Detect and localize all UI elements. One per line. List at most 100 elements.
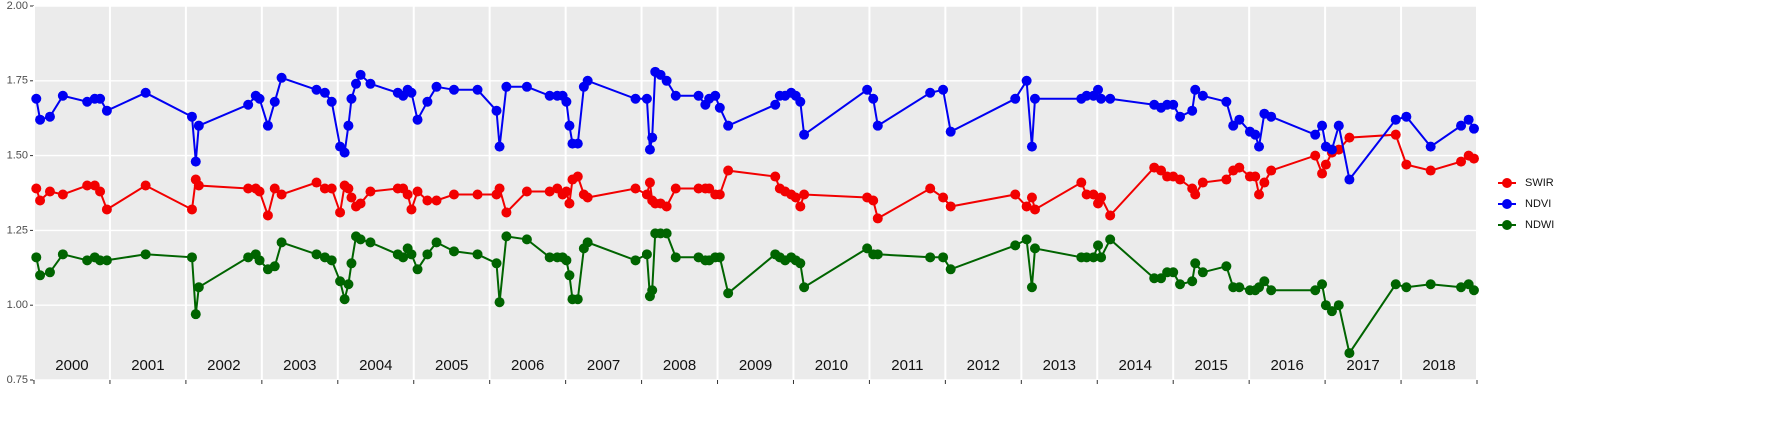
point — [95, 93, 106, 104]
point — [1456, 120, 1467, 131]
point — [1456, 156, 1467, 167]
point — [582, 192, 593, 203]
point — [644, 177, 655, 188]
point — [872, 249, 883, 260]
point — [190, 156, 201, 167]
point — [269, 183, 280, 194]
point — [1187, 105, 1198, 116]
point — [82, 96, 93, 107]
point — [795, 201, 806, 212]
point — [925, 183, 936, 194]
point — [572, 171, 583, 182]
point — [1234, 162, 1245, 173]
point — [193, 120, 204, 131]
point — [406, 249, 417, 260]
point — [938, 252, 949, 263]
point — [1344, 174, 1355, 185]
point — [630, 183, 641, 194]
point — [101, 204, 112, 215]
point — [1197, 177, 1208, 188]
point — [406, 87, 417, 98]
point — [1401, 111, 1412, 122]
point — [799, 189, 810, 200]
point — [57, 90, 68, 101]
point — [1401, 282, 1412, 293]
point — [319, 183, 330, 194]
point — [1266, 111, 1277, 122]
point — [31, 252, 42, 263]
point — [326, 183, 337, 194]
point — [1310, 150, 1321, 161]
point — [339, 147, 350, 158]
point — [945, 264, 956, 275]
point — [269, 261, 280, 272]
point — [31, 93, 42, 104]
point — [398, 252, 409, 263]
point — [355, 69, 366, 80]
y-tick-label: 2.00 — [7, 0, 28, 12]
point — [630, 93, 641, 104]
point — [343, 279, 354, 290]
point — [1149, 273, 1160, 284]
y-tick-label: 1.75 — [7, 75, 28, 87]
point — [262, 210, 273, 221]
point — [140, 180, 151, 191]
point — [582, 237, 593, 248]
point — [1390, 129, 1401, 140]
point — [641, 93, 652, 104]
point — [1029, 204, 1040, 215]
point — [1081, 189, 1092, 200]
point — [564, 120, 575, 131]
point — [1266, 285, 1277, 296]
point — [938, 192, 949, 203]
point — [714, 189, 725, 200]
point — [1168, 99, 1179, 110]
point — [311, 84, 322, 95]
point — [661, 228, 672, 239]
point — [494, 141, 505, 152]
point — [561, 255, 572, 266]
year-label: 2003 — [283, 357, 316, 374]
point — [799, 282, 810, 293]
point — [1326, 306, 1337, 317]
point — [1076, 177, 1087, 188]
point — [501, 231, 512, 242]
year-label: 2011 — [891, 357, 923, 374]
point — [872, 120, 883, 131]
point — [868, 93, 879, 104]
point — [1197, 90, 1208, 101]
point — [186, 252, 197, 263]
point — [564, 198, 575, 209]
point — [422, 249, 433, 260]
point — [795, 96, 806, 107]
point — [1234, 282, 1245, 293]
point — [723, 120, 734, 131]
point — [1401, 159, 1412, 170]
point — [710, 90, 721, 101]
point — [693, 183, 704, 194]
point — [276, 237, 287, 248]
y-tick-label: 1.00 — [7, 299, 28, 311]
point — [644, 144, 655, 155]
point — [795, 258, 806, 269]
point — [1175, 111, 1186, 122]
point — [190, 309, 201, 320]
point — [186, 204, 197, 215]
point — [945, 126, 956, 137]
point — [365, 237, 376, 248]
point — [494, 183, 505, 194]
legend-label: NDVI — [1525, 198, 1551, 210]
year-label: 2010 — [815, 357, 848, 374]
point — [1425, 279, 1436, 290]
point — [1190, 258, 1201, 269]
point — [1468, 153, 1479, 164]
y-tick-label: 0.75 — [7, 374, 28, 386]
point — [243, 183, 254, 194]
point — [1010, 189, 1021, 200]
point — [1463, 114, 1474, 125]
point — [431, 81, 442, 92]
point — [448, 246, 459, 257]
point — [641, 249, 652, 260]
point — [1310, 129, 1321, 140]
point — [95, 186, 106, 197]
